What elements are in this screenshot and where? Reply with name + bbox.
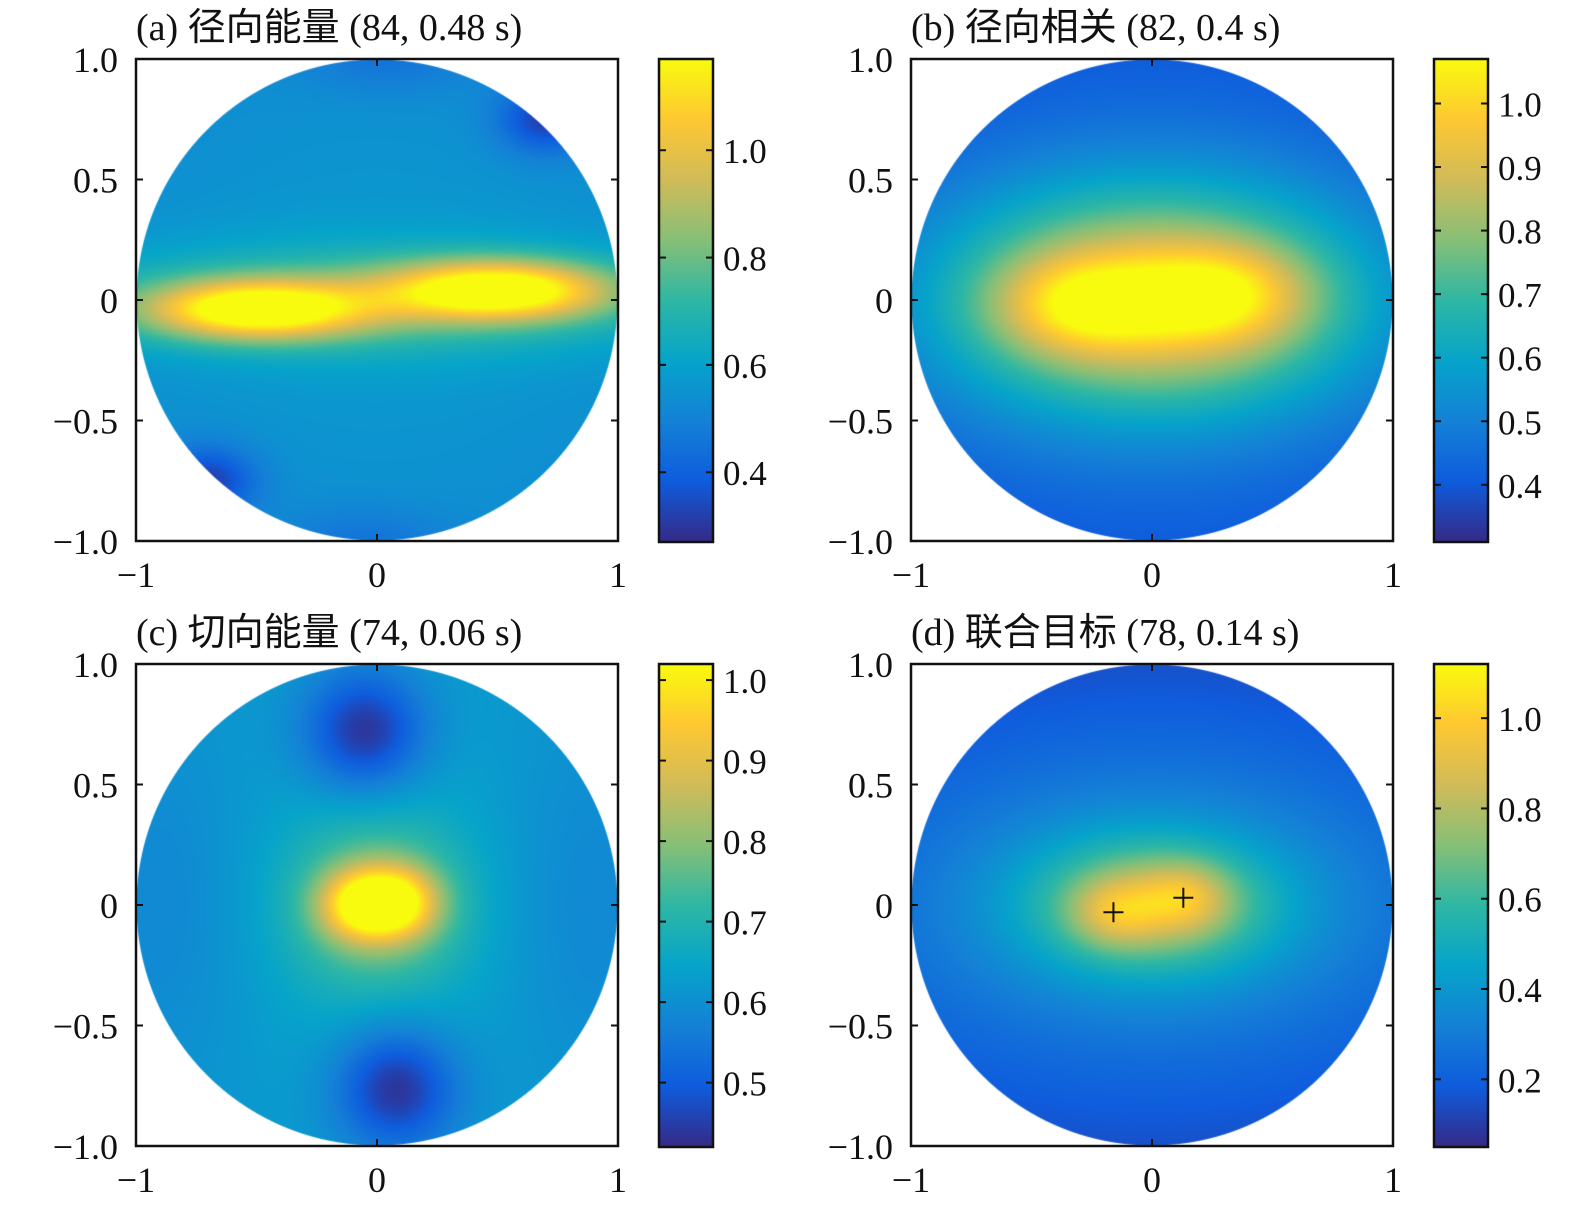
colorbar-gradient [1434, 664, 1488, 1147]
colorbar-tick-label: 0.6 [723, 984, 767, 1023]
panel-d: (d) 联合目标 (78, 0.14 s) −1 0 1 1.0 0.5 0 −0.5 −1.0… [828, 612, 1542, 1200]
panel-title: (b) 径向相关 (82, 0.4 s) [911, 7, 1280, 49]
y-tick-label: −1.0 [53, 522, 118, 562]
colorbar-gradient [1434, 59, 1488, 542]
x-tick-label: 1 [1384, 555, 1402, 595]
plus-marker [1103, 902, 1124, 923]
x-tick-label: 1 [609, 555, 627, 595]
y-tick-label: −1.0 [53, 1127, 118, 1167]
panel-b: (b) 径向相关 (82, 0.4 s) −1 0 1 1.0 0.5 0 −0.5 −1.0 0… [828, 7, 1542, 595]
colorbar-box [1432, 57, 1490, 544]
x-tick-label: −1 [892, 555, 930, 595]
colorbar-tick-label: 1.0 [1498, 85, 1542, 124]
colorbar-gradient [659, 59, 713, 542]
colorbar-tick-label: 0.5 [1498, 403, 1542, 442]
x-tick-label: 0 [368, 555, 386, 595]
plus-marker [1173, 887, 1194, 908]
heatmap-disk [136, 664, 618, 1146]
x-tick-label: −1 [892, 1160, 930, 1200]
colorbar-tick-label: 0.4 [723, 454, 767, 493]
colorbar-tick-label: 0.7 [723, 904, 767, 943]
y-tick-label: 0 [875, 886, 893, 926]
colorbar-tick-label: 0.5 [723, 1065, 767, 1104]
colorbar-box [657, 57, 715, 544]
panel-title: (a) 径向能量 (84, 0.48 s) [136, 7, 522, 49]
panel-title: (d) 联合目标 (78, 0.14 s) [911, 612, 1299, 654]
colorbar-tick-label: 0.9 [1498, 149, 1542, 188]
colorbar-tick-label: 1.0 [723, 662, 767, 701]
colorbar-tick-label: 0.6 [1498, 881, 1542, 920]
y-tick-label: −1.0 [828, 522, 893, 562]
y-tick-label: 0.5 [73, 766, 118, 806]
y-tick-label: −0.5 [828, 402, 893, 442]
y-tick-label: −0.5 [828, 1007, 893, 1047]
y-tick-label: 0 [100, 281, 118, 321]
heatmap-disk [911, 59, 1393, 541]
colorbar-tick-label: 0.8 [723, 823, 767, 862]
y-tick-label: 1.0 [848, 40, 893, 80]
heatmap-disk [136, 59, 618, 541]
y-tick-label: 1.0 [73, 645, 118, 685]
colorbar-tick-label: 0.4 [1498, 971, 1542, 1010]
colorbar-tick-label: 0.8 [1498, 790, 1542, 829]
y-tick-label: 1.0 [73, 40, 118, 80]
y-tick-label: 0 [100, 886, 118, 926]
y-tick-label: 0.5 [848, 161, 893, 201]
x-tick-label: 0 [368, 1160, 386, 1200]
panels: (a) 径向能量 (84, 0.48 s) −1 0 1 1.0 0.5 0 −0.5 −1.0… [53, 7, 1542, 1200]
x-tick-label: 0 [1143, 1160, 1161, 1200]
colorbar-tick-label: 1.0 [1498, 700, 1542, 739]
colorbar-tick-label: 0.6 [1498, 340, 1542, 379]
x-tick-label: 1 [609, 1160, 627, 1200]
colorbar-tick-label: 0.6 [723, 347, 767, 386]
colorbar-box [1432, 662, 1490, 1149]
heatmap-disk [911, 664, 1393, 1146]
x-tick-label: 0 [1143, 555, 1161, 595]
colorbar-gradient [659, 664, 713, 1147]
y-tick-label: −0.5 [53, 1007, 118, 1047]
x-tick-label: −1 [117, 1160, 155, 1200]
y-tick-label: 1.0 [848, 645, 893, 685]
x-tick-label: −1 [117, 555, 155, 595]
y-tick-label: 0.5 [73, 161, 118, 201]
colorbar-tick-label: 0.4 [1498, 467, 1542, 506]
colorbar-tick-label: 0.7 [1498, 276, 1542, 315]
y-tick-label: 0.5 [848, 766, 893, 806]
panel-c: (c) 切向能量 (74, 0.06 s) −1 0 1 1.0 0.5 0 −0.5 −1.0… [53, 612, 767, 1200]
y-tick-label: −1.0 [828, 1127, 893, 1167]
colorbar-box [657, 662, 715, 1149]
y-tick-label: 0 [875, 281, 893, 321]
colorbar-tick-label: 0.8 [1498, 213, 1542, 252]
y-tick-label: −0.5 [53, 402, 118, 442]
colorbar-tick-label: 0.8 [723, 240, 767, 279]
panel-a: (a) 径向能量 (84, 0.48 s) −1 0 1 1.0 0.5 0 −0.5 −1.0… [53, 7, 767, 595]
x-tick-label: 1 [1384, 1160, 1402, 1200]
colorbar-tick-label: 1.0 [723, 132, 767, 171]
colorbar-tick-label: 0.9 [723, 743, 767, 782]
panel-title: (c) 切向能量 (74, 0.06 s) [136, 612, 522, 654]
colorbar-tick-label: 0.2 [1498, 1061, 1542, 1100]
